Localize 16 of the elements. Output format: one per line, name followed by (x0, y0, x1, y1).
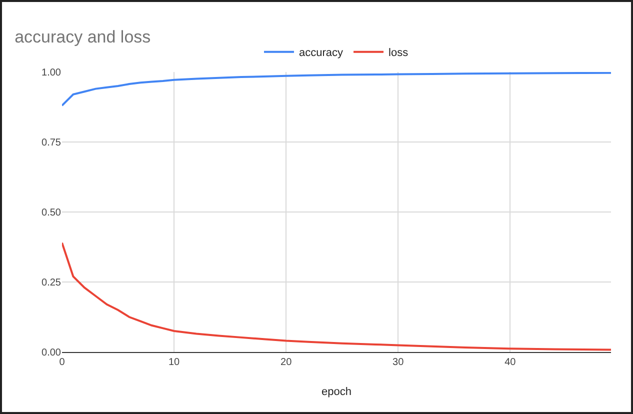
y-tick-label: 0.75 (42, 138, 62, 148)
y-tick-label: 0.25 (42, 278, 62, 288)
y-tick-label: 1.00 (42, 68, 62, 78)
x-tick-label: 10 (168, 357, 180, 368)
x-tick-label: 0 (59, 357, 66, 368)
line-series (62, 72, 611, 107)
x-tick-label: 30 (392, 357, 404, 368)
y-tick-label: 0.50 (42, 208, 62, 218)
x-axis-title: epoch (322, 386, 352, 398)
line-series (62, 242, 611, 351)
legend-label: accuracy (299, 47, 344, 60)
x-tick-label: 20 (280, 357, 292, 368)
legend-label: loss (388, 47, 409, 60)
y-tick-label: 0.00 (42, 348, 62, 358)
x-tick-label: 40 (504, 357, 516, 368)
chart-title: accuracy and loss (14, 28, 151, 47)
